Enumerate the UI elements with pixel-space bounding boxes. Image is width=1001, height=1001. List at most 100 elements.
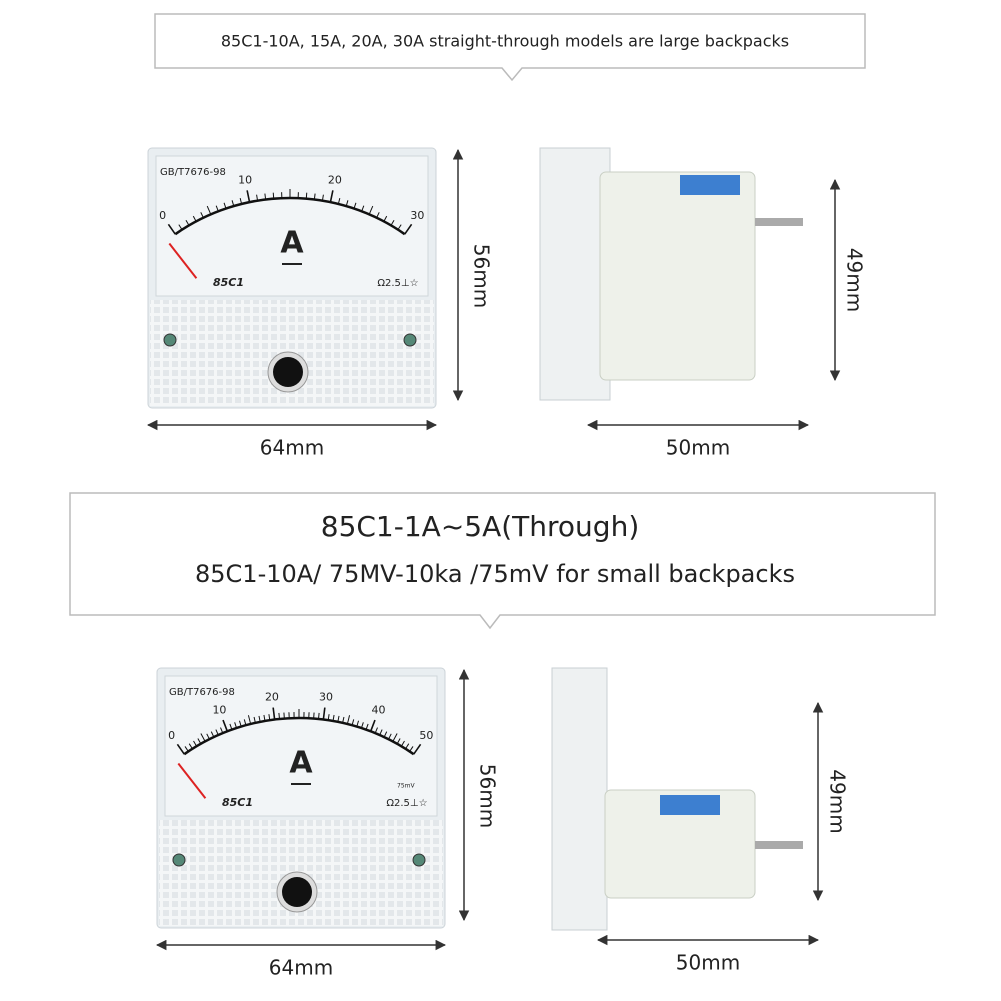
scale-tick <box>238 720 242 727</box>
side-tag <box>660 795 720 815</box>
scale-tick <box>246 190 251 203</box>
scale-tick <box>263 714 266 722</box>
scale-tick <box>210 731 215 738</box>
scale-tick <box>390 219 395 226</box>
caption-text: 85C1-10A, 15A, 20A, 30A straight-through… <box>221 32 789 51</box>
scale-label: 50 <box>419 729 433 742</box>
scale-label: 40 <box>372 704 386 717</box>
scale-tick <box>223 202 227 209</box>
scale-tick <box>247 715 252 725</box>
scale-tick <box>400 740 405 747</box>
scale-label: 0 <box>159 209 166 222</box>
scale-tick <box>392 733 398 742</box>
scale-tick <box>374 727 378 734</box>
meter-face <box>155 155 429 297</box>
dimension-label: 50mm <box>676 951 740 975</box>
needle <box>177 762 207 799</box>
dimension-label: 50mm <box>666 436 730 460</box>
needle <box>168 242 198 279</box>
side-tag <box>680 175 740 195</box>
scale-tick <box>322 707 326 720</box>
scale-tick <box>329 190 334 203</box>
model-label: 85C1 <box>213 276 244 289</box>
scale-tick <box>405 743 410 750</box>
scale-tick <box>176 743 185 755</box>
scale-tick <box>215 729 219 736</box>
caption-box <box>154 13 866 82</box>
dimension-label: 56mm <box>470 244 494 308</box>
scale-tick <box>229 723 233 730</box>
scale-tick <box>178 224 183 230</box>
dimension-label: 64mm <box>260 436 324 460</box>
caption-text: 85C1-10A/ 75MV-10ka /75mV for small back… <box>195 560 795 588</box>
dimension-label: 49mm <box>843 248 867 312</box>
scale-tick <box>409 746 414 752</box>
scale-tick <box>278 712 280 720</box>
scale-tick <box>200 733 206 742</box>
scale-tick <box>268 714 271 721</box>
side-plate <box>539 147 611 401</box>
scale-tick <box>184 746 189 752</box>
scale-tick <box>345 200 349 207</box>
scale-tick <box>337 715 340 722</box>
screw <box>403 333 417 347</box>
scale-tick <box>379 729 383 736</box>
scale-arc <box>183 716 415 756</box>
scale-tick <box>239 197 243 205</box>
scale-tick <box>200 212 204 218</box>
unit-label: A <box>289 746 313 781</box>
scale-tick <box>383 215 388 222</box>
scale-tick <box>220 727 224 734</box>
scale-tick <box>396 738 401 745</box>
unit-label: A <box>280 226 304 261</box>
dimension-label: 49mm <box>826 769 850 833</box>
scale-label: 30 <box>319 691 333 704</box>
caption-box <box>69 492 936 630</box>
scale-tick <box>361 205 365 212</box>
knob <box>282 877 312 907</box>
scale-tick <box>337 197 341 205</box>
scale-tick <box>368 205 374 215</box>
scale-tick <box>383 731 388 738</box>
standard-label: GB/T7676-98 <box>169 687 235 698</box>
scale-tick <box>234 722 238 729</box>
screw <box>412 853 426 867</box>
scale-tick <box>167 223 176 235</box>
scale-tick <box>376 212 380 218</box>
scale-label: 10 <box>212 704 226 717</box>
scale-label: 20 <box>265 691 279 704</box>
scale-tick <box>365 723 369 730</box>
scale-tick <box>397 224 402 230</box>
scale-tick <box>272 707 276 720</box>
scale-tick <box>321 194 324 201</box>
scale-tick <box>185 219 190 226</box>
meter-face <box>164 675 438 817</box>
screw <box>163 333 177 347</box>
scale-tick <box>222 719 229 732</box>
dimension-label: 56mm <box>476 764 500 828</box>
scale-tick <box>318 712 320 720</box>
scale-label: 0 <box>168 729 175 742</box>
scale-tick <box>193 740 198 747</box>
scale-tick <box>188 743 193 750</box>
scale-tick <box>369 719 376 732</box>
scale-tick <box>413 743 422 755</box>
rating-label: Ω2.5⊥☆ <box>386 798 427 809</box>
scale-tick <box>356 720 360 727</box>
side-body <box>599 171 756 381</box>
scale-tick <box>360 722 364 729</box>
scale-tick <box>351 719 355 726</box>
screw <box>172 853 186 867</box>
standard-label: GB/T7676-98 <box>160 167 226 178</box>
knob <box>273 357 303 387</box>
scale-tick <box>206 205 212 215</box>
rating-label: Ω2.5⊥☆ <box>377 278 418 289</box>
scale-tick <box>346 715 351 725</box>
scale-tick <box>215 205 219 212</box>
scale-arc <box>174 196 406 236</box>
scale-tick <box>256 194 259 201</box>
side-plate <box>551 667 608 931</box>
scale-label: 30 <box>410 209 424 222</box>
scale-tick <box>353 202 357 209</box>
